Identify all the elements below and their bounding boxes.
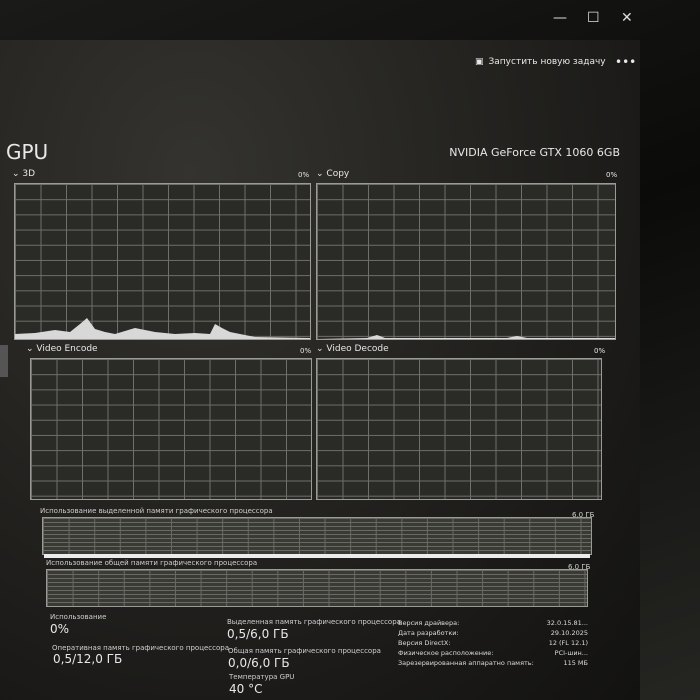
gpu-name: NVIDIA GeForce GTX 1060 6GB [449,146,620,159]
engine-copy-selector[interactable]: ⌄ Copy [316,169,350,179]
engine-3d-selector[interactable]: ⌄ 3D [12,169,36,179]
graph-3d [14,183,311,340]
usage-value: 0% [50,622,70,636]
gpu-temp-value: 40 °C [229,682,263,696]
graph-video-encode [30,358,312,500]
engine-3d-value: 0% [298,171,310,179]
sidebar-item-gpu[interactable] [0,345,8,377]
close-button[interactable]: ✕ [621,10,633,26]
usage-label: Использование [50,613,107,621]
shared-memory-value: 0,0/6,0 ГБ [228,656,290,670]
graph-video-decode [316,358,602,500]
engine-video-encode-selector[interactable]: ⌄ Video Encode [26,344,98,354]
shared-memory-graph-label: Использование общей памяти графического … [46,559,258,567]
graph-copy-line [317,335,615,339]
info-row: Физическое расположение: PCI-шин... [398,649,588,657]
info-row: Дата разработки: 29.10.2025 [398,629,588,637]
minimize-button[interactable]: — [553,10,567,26]
more-options-button[interactable]: ••• [615,55,637,69]
gpu-ram-label: Оперативная память графического процессо… [52,644,229,652]
graph-3d-line [15,318,310,339]
info-row: Версия DirectX: 12 (FL 12.1) [398,639,588,647]
engine-copy-value: 0% [606,171,618,179]
page-title: GPU [6,140,49,164]
run-new-task-button[interactable]: ▣ Запустить новую задачу [475,57,606,67]
shared-memory-graph-max: 6,0 ГБ [568,563,591,571]
engine-video-decode-selector[interactable]: ⌄ Video Decode [316,344,389,354]
info-row: Зарезервированная аппаратно память: 115 М… [398,659,588,667]
graph-copy [316,183,616,340]
dedicated-memory-label: Выделенная память графического процессор… [227,618,401,626]
gpu-ram-value: 0,5/12,0 ГБ [53,652,123,666]
gpu-temp-label: Температура GPU [229,673,295,681]
info-row: Версия драйвера: 32.0.15.81... [398,619,588,627]
engine-video-decode-value: 0% [594,347,606,355]
maximize-button[interactable]: ☐ [587,10,600,26]
run-task-icon: ▣ [475,57,484,67]
shared-memory-label: Общая память графического процессора [228,647,381,655]
dedicated-memory-bar [44,554,590,558]
engine-video-encode-value: 0% [300,347,312,355]
shared-memory-graph [46,569,588,607]
dedicated-memory-graph [42,517,592,555]
dedicated-memory-graph-label: Использование выделенной памяти графичес… [40,507,273,515]
dedicated-memory-value: 0,5/6,0 ГБ [227,627,289,641]
dedicated-memory-graph-max: 6,0 ГБ [572,511,595,519]
